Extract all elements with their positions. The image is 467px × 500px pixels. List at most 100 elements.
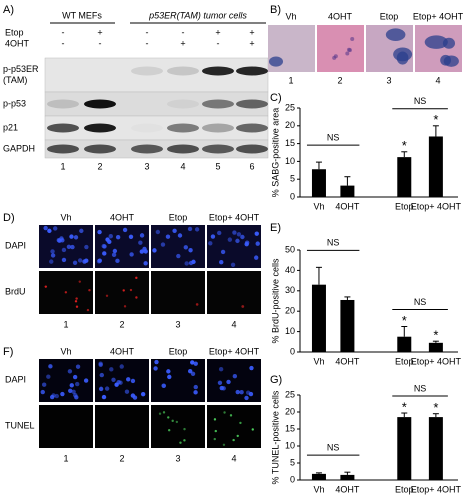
column-label: 4OHT (110, 346, 135, 356)
x-tick-label: 4OHT (335, 201, 360, 211)
lane-number: 2 (97, 161, 102, 171)
cell-signal (102, 251, 107, 256)
treatment-sign: + (180, 38, 185, 48)
cell-signal (51, 393, 56, 398)
blot-band (131, 66, 163, 76)
y-axis-label: % TUNEL-positive cells (270, 390, 280, 484)
cell-signal (241, 305, 245, 308)
treatment-sign: - (146, 38, 149, 48)
micrograph (151, 359, 205, 402)
cell-signal (235, 389, 240, 395)
micrograph (207, 405, 261, 448)
image-number: 2 (337, 75, 342, 85)
cell-signal (111, 252, 117, 258)
cell-signal (249, 365, 254, 371)
cell-signal (40, 389, 45, 395)
cell-signal (232, 230, 237, 235)
cell-signal (124, 389, 130, 394)
treatment-sign: + (249, 27, 254, 37)
cell-signal (139, 233, 145, 238)
cell-signal (143, 249, 148, 254)
stain-image (317, 25, 364, 72)
cell-signal (75, 297, 78, 300)
cell-signal (132, 395, 138, 400)
cell-signal (239, 389, 244, 395)
blot-band (47, 144, 79, 154)
cell-signal (171, 419, 174, 423)
panel-label: A) (3, 4, 14, 16)
cell-signal (98, 386, 104, 392)
cell-signal (135, 276, 138, 280)
y-tick-label: 15 (285, 423, 295, 433)
y-tick-label: 20 (285, 120, 295, 130)
x-tick-label: Vh (313, 201, 324, 211)
cell-signal (123, 305, 127, 308)
cell-signal (251, 428, 254, 431)
annotation: * (433, 112, 438, 127)
micrograph (95, 405, 149, 448)
treatment-sign: + (249, 38, 254, 48)
cell-signal (126, 377, 131, 382)
annotation: * (433, 328, 438, 343)
column-label: Etop (169, 212, 188, 222)
stain-spot (333, 54, 338, 59)
image-number: 1 (288, 75, 293, 85)
cell-signal (175, 420, 179, 424)
cell-signal (73, 235, 79, 240)
y-tick-label: 20 (285, 406, 295, 416)
blot-band (167, 66, 199, 76)
bar (340, 185, 355, 197)
cell-signal (195, 303, 199, 306)
blot-row-label: p-p53ER (3, 64, 39, 74)
treatment-sign: - (62, 38, 65, 48)
cell-signal (74, 300, 78, 303)
cell-signal (74, 395, 79, 400)
panel-label: C) (270, 92, 282, 104)
cell-signal (122, 227, 128, 233)
cell-signal (214, 429, 217, 433)
cell-signal (183, 427, 186, 431)
blot-row-label: (TAM) (3, 75, 27, 85)
stain-spot (424, 35, 448, 49)
annotation: NS (327, 132, 340, 142)
column-label: 4OHT (328, 11, 353, 21)
image-number: 2 (119, 453, 124, 463)
lane-number: 3 (144, 161, 149, 171)
cell-signal (218, 367, 224, 372)
cell-signal (44, 285, 48, 288)
annotation: NS (414, 96, 427, 106)
cell-signal (166, 369, 171, 374)
stain-spot (347, 48, 352, 53)
cell-signal (139, 249, 145, 254)
cell-signal (190, 360, 195, 365)
cell-signal (236, 232, 242, 237)
cell-signal (223, 411, 226, 414)
cell-signal (129, 252, 134, 257)
image-number: 3 (175, 319, 180, 329)
bar (397, 157, 412, 197)
blot-band (47, 123, 79, 133)
column-label: Vh (60, 346, 71, 356)
cell-signal (191, 259, 196, 265)
cell-signal (177, 233, 183, 238)
bar (311, 169, 326, 197)
cell-signal (167, 374, 172, 380)
image-number: 3 (386, 75, 391, 85)
cell-signal (77, 258, 83, 263)
cell-signal (41, 382, 47, 387)
cell-signal (162, 411, 166, 414)
cell-signal (179, 441, 182, 444)
cell-signal (230, 262, 236, 267)
stain-spot (393, 47, 413, 62)
cell-signal (219, 259, 224, 265)
y-tick-label: 10 (285, 156, 295, 166)
column-label: Etop (169, 346, 188, 356)
cell-signal (122, 289, 125, 292)
cell-signal (61, 247, 67, 253)
blot-band (236, 66, 268, 76)
y-tick-label: 0 (290, 474, 295, 484)
cell-signal (116, 379, 121, 385)
cell-signal (154, 359, 159, 365)
cell-signal (71, 389, 76, 394)
stain-spot (440, 54, 452, 66)
